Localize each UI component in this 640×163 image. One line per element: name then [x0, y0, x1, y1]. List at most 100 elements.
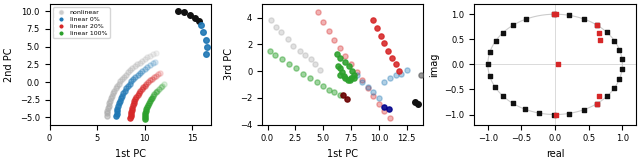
Point	[151, 91, 161, 94]
Point	[592, 23, 602, 26]
Point	[115, 99, 125, 102]
Point	[390, 63, 401, 66]
Point	[548, 13, 559, 15]
Point	[102, 110, 113, 112]
Point	[508, 102, 518, 105]
Point	[548, 113, 559, 116]
Point	[113, 107, 123, 110]
Point	[380, 110, 390, 112]
Point	[148, 94, 158, 97]
Point	[120, 89, 130, 92]
Point	[345, 79, 355, 82]
Point	[109, 89, 120, 92]
Point	[159, 83, 170, 86]
Point	[118, 92, 129, 94]
Point	[294, 50, 305, 52]
Point	[520, 108, 530, 110]
Point	[338, 94, 348, 96]
Point	[346, 76, 356, 79]
Point	[157, 85, 168, 87]
Point	[127, 67, 138, 70]
Point	[121, 87, 131, 90]
Point	[266, 19, 276, 22]
Point	[153, 73, 163, 75]
Point	[152, 89, 163, 92]
Point	[117, 94, 127, 97]
Point	[147, 96, 157, 99]
Point	[329, 39, 339, 42]
Point	[383, 50, 393, 52]
Point	[136, 88, 147, 91]
Point	[548, 13, 559, 15]
Point	[318, 20, 328, 23]
Point	[340, 60, 351, 63]
Point	[145, 100, 155, 103]
Point	[300, 54, 310, 56]
Point	[112, 85, 122, 87]
Point	[315, 68, 325, 71]
Point	[125, 69, 135, 72]
Point	[380, 81, 390, 83]
Point	[140, 116, 150, 118]
Point	[143, 104, 153, 106]
Point	[368, 19, 378, 22]
Point	[508, 24, 518, 27]
Point	[329, 91, 339, 94]
Point	[312, 81, 322, 83]
Point	[396, 72, 406, 75]
Point	[374, 103, 384, 106]
Point	[277, 58, 287, 60]
Point	[324, 89, 334, 91]
Point	[123, 85, 133, 87]
Point	[335, 67, 345, 70]
Point	[340, 76, 351, 79]
Point	[105, 99, 115, 102]
Point	[363, 87, 373, 90]
Point	[579, 108, 589, 111]
Point	[490, 86, 500, 88]
Point	[551, 113, 561, 116]
Point	[111, 87, 121, 89]
Point	[564, 112, 574, 115]
Point	[134, 61, 145, 64]
Point	[143, 81, 153, 83]
Point	[614, 78, 624, 80]
Point	[131, 96, 141, 98]
Point	[145, 79, 155, 82]
Point	[357, 79, 367, 82]
Point	[111, 115, 122, 118]
Point	[103, 107, 113, 110]
Point	[129, 100, 140, 103]
Point	[564, 14, 574, 16]
Point	[185, 14, 195, 16]
Point	[413, 103, 423, 106]
Point	[102, 115, 112, 117]
Point	[193, 20, 204, 22]
Point	[155, 71, 165, 74]
Point	[154, 88, 164, 90]
Point	[127, 108, 137, 111]
Point	[111, 112, 122, 115]
Point	[351, 71, 362, 74]
Point	[198, 31, 209, 34]
Point	[335, 47, 345, 50]
Point	[595, 39, 605, 42]
Point	[151, 52, 161, 54]
Point	[156, 86, 166, 89]
Point	[363, 86, 373, 88]
Point	[298, 72, 308, 75]
Point	[385, 117, 395, 119]
Point	[376, 35, 386, 38]
Point	[394, 70, 404, 72]
Point	[347, 70, 357, 72]
Point	[609, 87, 620, 89]
Point	[179, 11, 189, 13]
Point	[142, 56, 152, 59]
Point	[117, 78, 127, 80]
Point	[148, 62, 158, 65]
Point	[127, 106, 138, 109]
X-axis label: 1st PC: 1st PC	[327, 149, 358, 159]
Point	[126, 80, 136, 83]
Point	[131, 76, 141, 78]
Point	[372, 27, 382, 30]
